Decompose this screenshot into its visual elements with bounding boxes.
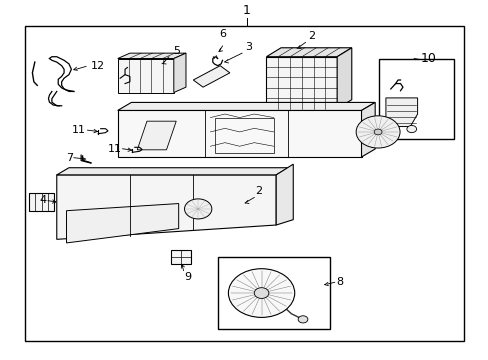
Text: 6: 6	[219, 29, 225, 39]
Polygon shape	[276, 164, 293, 225]
Polygon shape	[173, 53, 185, 93]
Polygon shape	[385, 98, 417, 127]
Polygon shape	[118, 111, 361, 157]
Text: 11: 11	[107, 144, 122, 154]
Text: 3: 3	[244, 42, 251, 52]
Polygon shape	[66, 203, 178, 243]
Text: 8: 8	[335, 277, 343, 287]
Text: 7: 7	[65, 153, 73, 163]
Polygon shape	[29, 193, 54, 211]
Polygon shape	[149, 71, 168, 85]
Text: 9: 9	[183, 271, 191, 282]
Text: 5: 5	[172, 46, 180, 56]
Circle shape	[254, 288, 268, 298]
Polygon shape	[361, 102, 374, 157]
Bar	[378, 59, 453, 139]
Polygon shape	[149, 67, 176, 71]
Polygon shape	[57, 175, 258, 196]
Circle shape	[298, 316, 307, 323]
Polygon shape	[171, 250, 190, 264]
Text: 1: 1	[243, 4, 250, 17]
Polygon shape	[118, 53, 185, 59]
Polygon shape	[118, 59, 173, 93]
Polygon shape	[266, 48, 351, 57]
Polygon shape	[118, 102, 374, 111]
Polygon shape	[276, 109, 290, 118]
Text: 2: 2	[307, 31, 315, 41]
Circle shape	[184, 199, 211, 219]
Text: 2: 2	[255, 186, 262, 196]
Polygon shape	[137, 121, 176, 150]
Text: 11: 11	[72, 125, 86, 135]
Polygon shape	[336, 48, 351, 109]
Text: 12: 12	[91, 62, 105, 71]
Circle shape	[406, 126, 416, 132]
Circle shape	[373, 129, 381, 135]
Polygon shape	[168, 67, 176, 85]
Text: 4: 4	[40, 195, 47, 205]
Polygon shape	[57, 175, 276, 239]
Polygon shape	[266, 57, 336, 109]
Polygon shape	[193, 66, 229, 87]
Circle shape	[355, 116, 399, 148]
Bar	[25, 26, 463, 341]
Bar	[217, 257, 329, 329]
Circle shape	[228, 269, 294, 318]
Polygon shape	[57, 168, 288, 175]
Text: 10: 10	[420, 52, 436, 65]
